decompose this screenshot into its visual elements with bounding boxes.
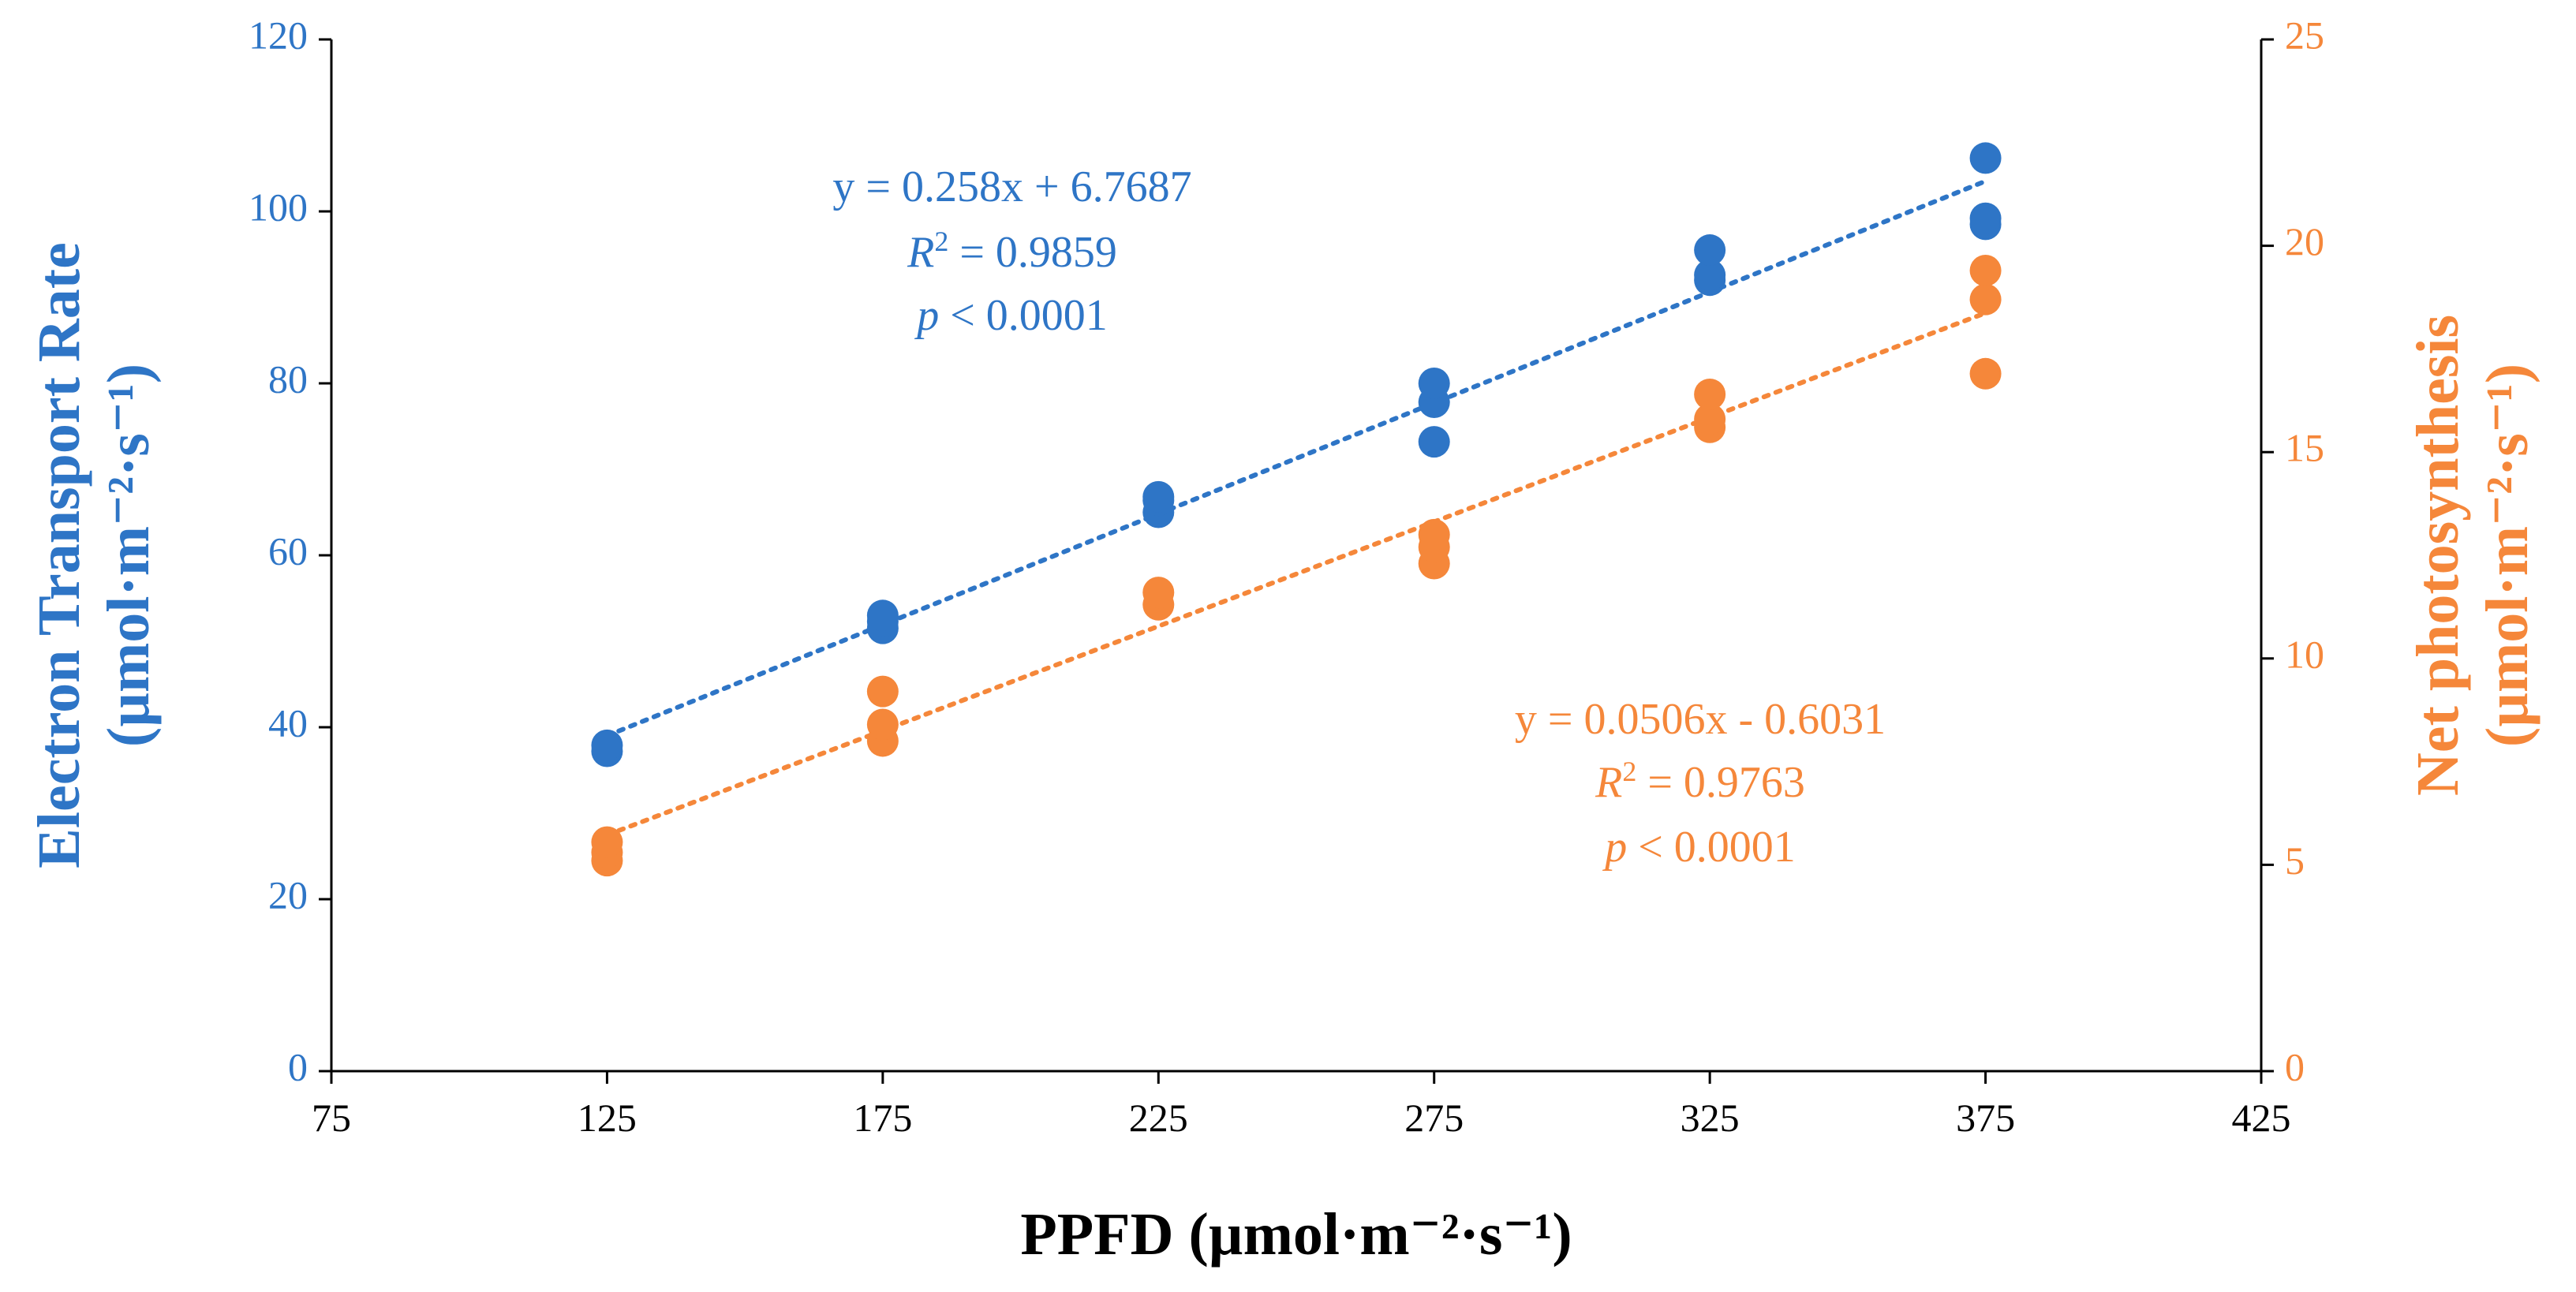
etr-trendline: [604, 178, 1988, 738]
y-left-tick-label: 120: [249, 13, 308, 57]
pn-data-point: [1969, 283, 2002, 316]
y-right-tick-label: 15: [2285, 426, 2324, 470]
x-tick-label: 75: [312, 1096, 351, 1140]
pn-data-point: [1418, 518, 1450, 551]
etr-data-point: [1694, 234, 1726, 267]
y-right-tick-label: 5: [2285, 838, 2305, 883]
x-tick-label: 175: [853, 1096, 912, 1140]
etr-data-point: [866, 599, 899, 632]
y-left-tick-label: 80: [268, 357, 308, 401]
trendlines: [604, 178, 1988, 838]
left-axis-title-line2: (µmol·m⁻²·s⁻¹): [95, 364, 162, 747]
etr-data-point: [1969, 142, 2002, 174]
tick-labels: 75 125 175 225 275 325 375 425 0 20 40 60 80 100 120 0 5…: [249, 13, 2324, 1140]
pn-data-point: [1969, 357, 2002, 390]
y-right-tick-label: 10: [2285, 632, 2324, 676]
etr-data-point: [1969, 202, 2002, 234]
pn-data-point: [1142, 577, 1175, 609]
x-axis-title: PPFD (µmol·m⁻²·s⁻¹): [1020, 1201, 1572, 1268]
etr-data-point: [1418, 426, 1450, 458]
y-left-tick-label: 0: [288, 1044, 308, 1088]
pn-trendline: [604, 310, 1988, 838]
pn-r2: R2 = 0.9763: [1595, 756, 1805, 807]
pn-data-point: [866, 675, 899, 708]
pn-data-point: [866, 708, 899, 741]
y-right-tick-label: 25: [2285, 13, 2324, 57]
etr-data-point: [1694, 259, 1726, 291]
etr-data-point: [1142, 480, 1175, 513]
x-tick-label: 275: [1404, 1096, 1464, 1140]
pn-equation: y = 0.0506x - 0.6031: [1515, 695, 1886, 744]
pn-data-point: [1694, 403, 1726, 435]
etr-r2: R2 = 0.9859: [907, 226, 1117, 277]
x-tick-label: 225: [1129, 1096, 1188, 1140]
data-points: [591, 142, 2002, 877]
pn-data-point: [1969, 254, 2002, 286]
etr-equation: y = 0.258x + 6.7687: [832, 162, 1191, 211]
left-axis-title-line1: Electron Transport Rate: [26, 242, 92, 868]
x-tick-label: 325: [1681, 1096, 1740, 1140]
x-tick-label: 425: [2232, 1096, 2291, 1140]
pn-data-point: [591, 826, 623, 858]
ticks: [319, 38, 2274, 1084]
y-right-tick-label: 0: [2285, 1044, 2305, 1088]
y-left-tick-label: 20: [268, 872, 308, 917]
x-tick-label: 375: [1956, 1096, 2015, 1140]
y-right-tick-label: 20: [2285, 219, 2324, 263]
etr-data-point: [1418, 368, 1450, 399]
right-axis-title-line1: Net photosynthesis: [2405, 315, 2471, 796]
pn-data-point: [1694, 378, 1726, 410]
etr-data-point: [591, 729, 623, 761]
y-left-tick-label: 100: [249, 185, 308, 229]
y-left-tick-label: 40: [268, 700, 308, 745]
x-tick-label: 125: [578, 1096, 637, 1140]
right-axis-title-line2: (µmol·m⁻²·s⁻¹): [2474, 364, 2540, 747]
y-left-tick-label: 60: [268, 528, 308, 573]
etr-p-value: p < 0.0001: [914, 291, 1108, 340]
pn-p-value: p < 0.0001: [1602, 823, 1796, 872]
